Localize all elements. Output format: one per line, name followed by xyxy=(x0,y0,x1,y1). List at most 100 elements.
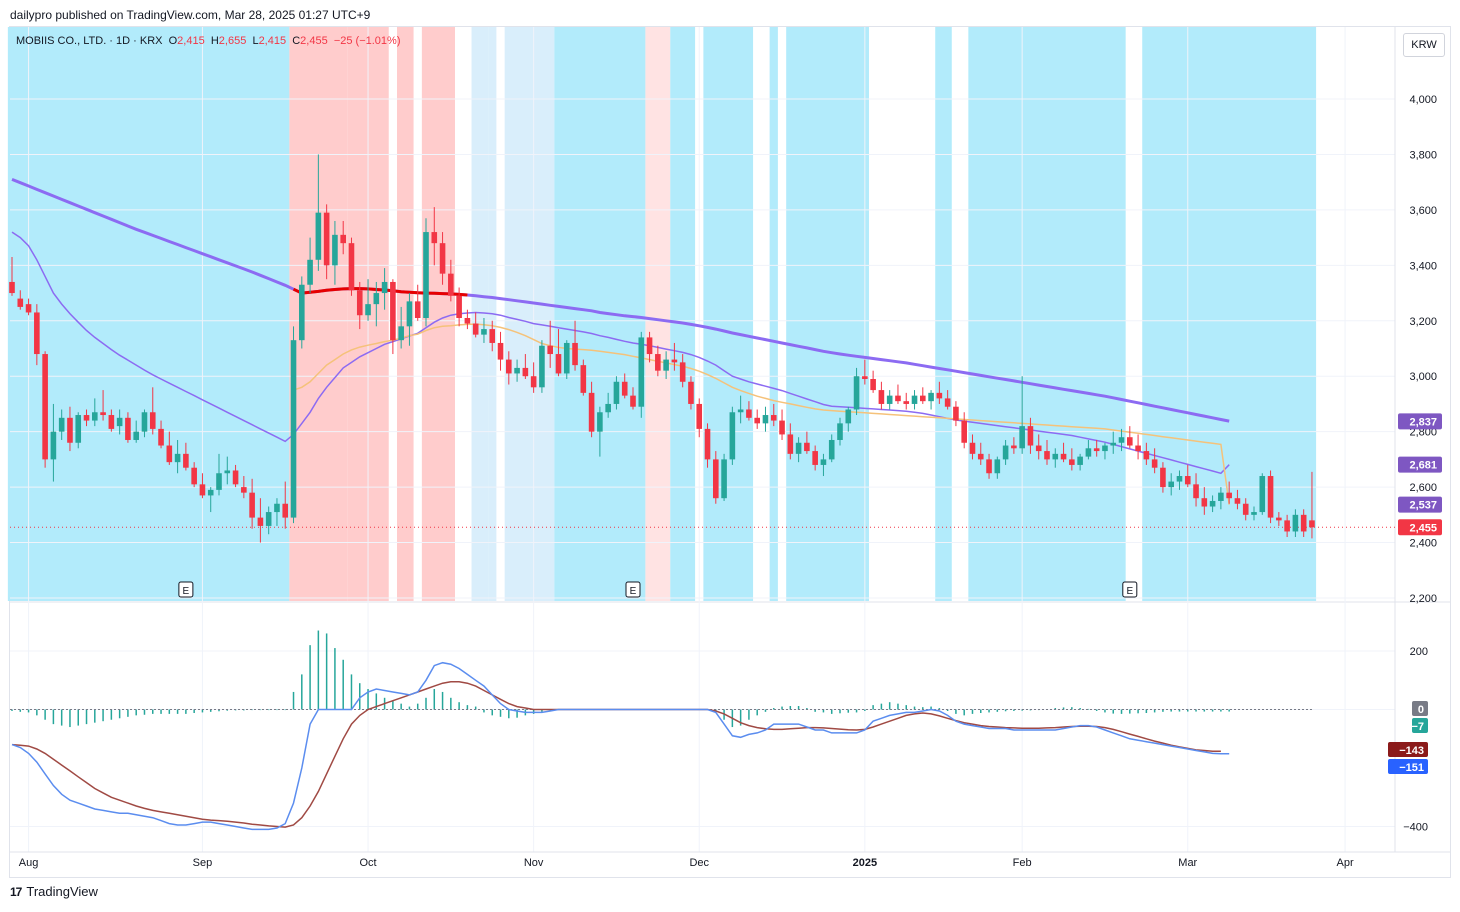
candle-body xyxy=(638,337,645,407)
candle-body xyxy=(1135,445,1141,452)
candle-body xyxy=(944,398,951,407)
close-value: 2,455 xyxy=(300,35,328,47)
candle-body xyxy=(108,415,115,429)
candle-body xyxy=(563,342,570,374)
candle-body xyxy=(332,234,338,266)
background-zone xyxy=(645,27,671,601)
candle-body xyxy=(216,473,222,490)
candle-body xyxy=(1127,437,1133,446)
moving-averages xyxy=(10,178,1395,528)
footer-brand[interactable]: 17 TradingView xyxy=(10,884,98,899)
time-tick-label: Apr xyxy=(1337,857,1354,869)
candle-body xyxy=(1242,503,1249,515)
price-tick-label: 3,400 xyxy=(1409,260,1437,272)
candle-body xyxy=(1276,517,1282,521)
candle-body xyxy=(448,273,454,296)
candle-body xyxy=(1052,453,1059,460)
candle-body xyxy=(837,423,843,440)
grid-lines xyxy=(10,27,1450,853)
candle-body xyxy=(696,403,703,429)
macd-value-tag xyxy=(1412,718,1428,733)
candle-body xyxy=(472,323,479,335)
publisher-line: dailypro published on TradingView.com, M… xyxy=(10,8,371,22)
candle-body xyxy=(390,281,396,341)
candle-body xyxy=(1184,476,1191,485)
candle-body xyxy=(1168,481,1174,488)
time-tick-label: Oct xyxy=(359,857,376,869)
candle-body xyxy=(398,326,404,341)
candle-body xyxy=(356,290,363,316)
background-zone xyxy=(968,27,1126,601)
time-tick-label: Dec xyxy=(689,857,709,869)
candle-body xyxy=(125,417,131,440)
candle-body xyxy=(621,381,628,396)
candle-body xyxy=(1044,451,1050,460)
candle-body xyxy=(1267,476,1274,518)
candle-body xyxy=(1284,520,1290,532)
candle-body xyxy=(704,428,711,460)
candle-body xyxy=(456,295,462,319)
candle-body xyxy=(572,342,578,366)
candle-body xyxy=(307,259,313,285)
candle-body xyxy=(340,234,346,244)
candle-body xyxy=(928,392,934,402)
candle-body xyxy=(224,470,231,474)
candle-body xyxy=(1226,492,1232,499)
candle-body xyxy=(67,417,73,443)
macd-line xyxy=(11,661,1230,831)
candle-body xyxy=(597,412,603,432)
candle-body xyxy=(489,329,496,343)
candle-body xyxy=(936,392,943,399)
candle-body xyxy=(754,417,760,424)
price-tag-label: 2,837 xyxy=(1409,416,1437,428)
candle-body xyxy=(646,337,653,355)
candle-body xyxy=(174,453,181,463)
price-tick-label: 3,200 xyxy=(1409,316,1437,328)
candle-body xyxy=(1002,445,1009,460)
candle-body xyxy=(497,342,504,360)
candle-body xyxy=(762,415,769,424)
candle-body xyxy=(191,467,197,485)
price-tick-label: 2,200 xyxy=(1409,593,1437,605)
candle-body xyxy=(671,359,678,363)
earnings-marker-label: E xyxy=(183,586,190,597)
candle-body xyxy=(116,417,123,427)
candle-body xyxy=(795,442,802,454)
background-zone xyxy=(1142,27,1317,601)
background-zones xyxy=(7,27,1317,601)
candle-body xyxy=(1035,445,1042,452)
background-zone xyxy=(670,27,696,601)
candle-body xyxy=(588,392,595,432)
candle-body xyxy=(779,420,785,435)
candlestick-series xyxy=(9,154,1315,543)
candle-body xyxy=(9,281,15,294)
candle-body xyxy=(886,395,893,404)
candle-body xyxy=(895,395,901,402)
candle-body xyxy=(862,376,868,379)
price-tag-label: 2,455 xyxy=(1409,522,1437,534)
candle-body xyxy=(1300,514,1307,532)
time-tick-label: Feb xyxy=(1013,857,1032,869)
candle-body xyxy=(920,395,926,402)
candle-body xyxy=(977,453,984,460)
candle-body xyxy=(663,359,669,371)
candle-body xyxy=(903,401,910,404)
price-tag xyxy=(1398,413,1442,430)
price-tick-label: 2,800 xyxy=(1409,427,1437,439)
price-tick-label: 4,000 xyxy=(1409,94,1437,106)
candle-body xyxy=(373,293,380,305)
candle-body xyxy=(514,367,520,374)
candle-body xyxy=(1027,426,1034,446)
currency-button[interactable]: KRW xyxy=(1403,33,1445,57)
background-zone xyxy=(397,27,414,601)
earnings-marker-icon xyxy=(178,581,194,598)
candle-body xyxy=(257,517,264,526)
candle-body xyxy=(828,439,835,460)
candle-body xyxy=(323,212,330,266)
candle-body xyxy=(555,354,562,374)
candle-body xyxy=(1118,437,1125,443)
candle-body xyxy=(679,362,686,382)
time-tick-label: Mar xyxy=(1178,857,1197,869)
price-tick-label: 3,600 xyxy=(1409,205,1437,217)
